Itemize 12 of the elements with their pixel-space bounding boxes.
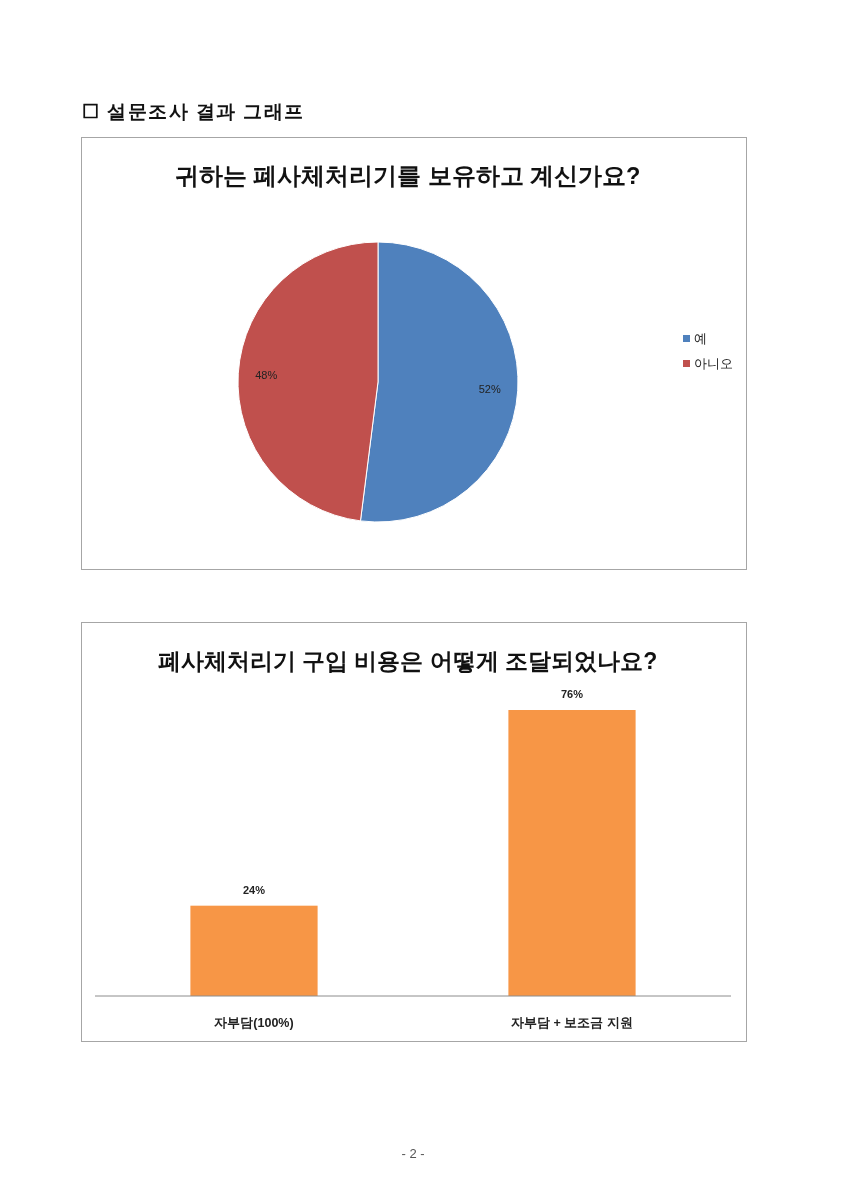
annotation: ☐ 설문조사 결과 그래프	[82, 101, 306, 122]
legend-label: 아니오	[694, 356, 733, 371]
data-label: 48%	[255, 368, 278, 381]
x-tick-label: 자부담(100%)	[214, 1016, 294, 1030]
title: 폐사체처리기 구입 비용은 어떻게 조달되었나요?	[157, 648, 658, 674]
data-label: 24%	[243, 883, 265, 896]
x-tick-label: 자부담 + 보조금 지원	[511, 1016, 633, 1030]
annotation: - 2 -	[401, 1146, 425, 1161]
data-label: 76%	[561, 688, 583, 700]
data-label: 52%	[478, 383, 501, 396]
legend-label: 예	[694, 331, 707, 346]
title: 귀하는 폐사체처리기를 보유하고 계신가요?	[174, 163, 641, 189]
